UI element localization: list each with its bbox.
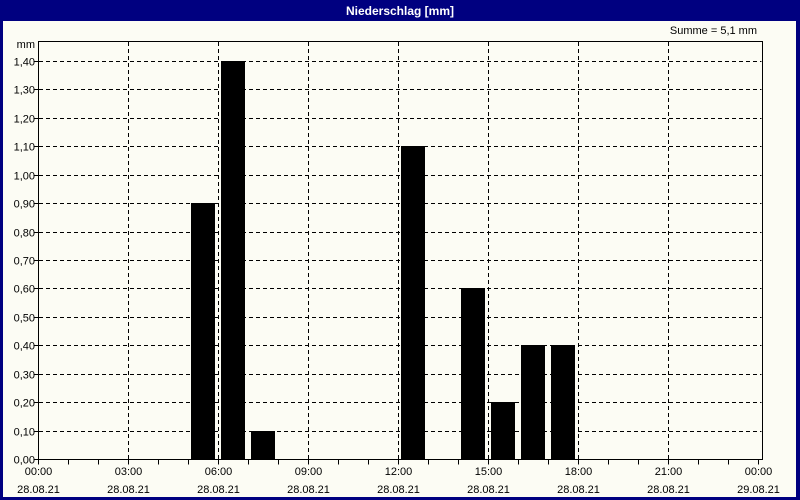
- bar: [251, 431, 275, 460]
- svg-text:28.08.21: 28.08.21: [107, 484, 150, 496]
- svg-text:0,50: 0,50: [14, 313, 35, 325]
- bar: [221, 61, 245, 460]
- svg-text:15:00: 15:00: [475, 466, 503, 478]
- bar: [461, 288, 485, 460]
- svg-text:28.08.21: 28.08.21: [467, 484, 510, 496]
- svg-text:1,00: 1,00: [14, 171, 35, 183]
- x-axis-ticks: [38, 459, 759, 465]
- x-time-labels: 00:00 03:00 06:00 09:00 12:00 15:00 18:00 21:00…: [25, 466, 773, 478]
- y-axis-ticks: [33, 61, 39, 460]
- svg-text:0,80: 0,80: [14, 228, 35, 240]
- svg-text:18:00: 18:00: [565, 466, 593, 478]
- title-bar: Niederschlag [mm]: [0, 0, 800, 21]
- svg-text:1,20: 1,20: [14, 114, 35, 126]
- svg-text:28.08.21: 28.08.21: [557, 484, 600, 496]
- bar: [401, 146, 425, 460]
- svg-text:28.08.21: 28.08.21: [197, 484, 240, 496]
- svg-text:28.08.21: 28.08.21: [287, 484, 330, 496]
- y-gridlines: [39, 61, 762, 432]
- bar: [521, 345, 545, 460]
- bars: [191, 61, 575, 460]
- svg-text:03:00: 03:00: [115, 466, 143, 478]
- svg-text:28.08.21: 28.08.21: [377, 484, 420, 496]
- y-tick-labels: 0,00 0,10 0,20 0,30 0,40 0,50 0,60 0,70 0,80 0,90…: [14, 57, 35, 467]
- svg-text:06:00: 06:00: [205, 466, 233, 478]
- svg-text:29.08.21: 29.08.21: [737, 484, 780, 496]
- svg-text:09:00: 09:00: [295, 466, 323, 478]
- plot-border: [38, 41, 763, 460]
- svg-text:0,40: 0,40: [14, 341, 35, 353]
- svg-text:00:00: 00:00: [25, 466, 53, 478]
- x-date-labels: 28.08.21 28.08.21 28.08.21 28.08.21 28.08.21…: [17, 484, 780, 496]
- svg-text:0,00: 0,00: [14, 455, 35, 467]
- bar: [491, 402, 515, 460]
- svg-text:0,70: 0,70: [14, 256, 35, 268]
- svg-text:1,40: 1,40: [14, 57, 35, 69]
- window-frame-left: [0, 0, 3, 500]
- precipitation-bar-chart: 0,00 0,10 0,20 0,30 0,40 0,50 0,60 0,70 0,80 0,90…: [14, 39, 780, 496]
- svg-text:28.08.21: 28.08.21: [17, 484, 60, 496]
- bar: [191, 203, 215, 460]
- bar: [551, 345, 575, 460]
- svg-text:0,20: 0,20: [14, 398, 35, 410]
- sum-annotation: Summe = 5,1 mm: [669, 25, 757, 37]
- svg-text:12:00: 12:00: [385, 466, 413, 478]
- svg-text:21:00: 21:00: [655, 466, 683, 478]
- y-axis-unit-label: mm: [17, 39, 35, 51]
- svg-text:1,10: 1,10: [14, 142, 35, 154]
- svg-text:28.08.21: 28.08.21: [647, 484, 690, 496]
- window-frame-bottom: [0, 497, 800, 500]
- svg-text:0,30: 0,30: [14, 370, 35, 382]
- svg-text:1,30: 1,30: [14, 85, 35, 97]
- svg-text:0,90: 0,90: [14, 199, 35, 211]
- svg-text:0,60: 0,60: [14, 284, 35, 296]
- svg-text:00:00: 00:00: [745, 466, 773, 478]
- svg-text:0,10: 0,10: [14, 427, 35, 439]
- chart-title: Niederschlag [mm]: [345, 3, 455, 18]
- window-frame-right: [796, 0, 800, 500]
